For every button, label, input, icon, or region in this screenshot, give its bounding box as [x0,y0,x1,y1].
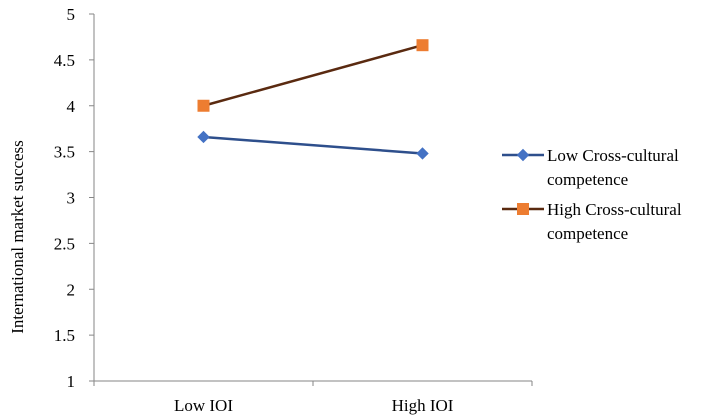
y-tick-label: 1.5 [54,326,75,345]
legend-item: Low Cross-cultural competence [502,146,679,189]
x-tick-label: Low IOI [174,396,233,415]
legend-swatch-marker [517,203,529,215]
y-tick-label: 1 [67,372,76,391]
axes [93,14,532,382]
data-point [197,99,210,112]
y-tick-label: 2.5 [54,234,75,253]
x-tick-label: High IOI [392,396,454,415]
legend-swatch-marker [516,148,530,162]
y-tick-label: 3 [67,189,76,208]
data-point [197,130,210,144]
data-point [416,39,429,52]
y-tick-label: 3.5 [54,143,75,162]
y-tick-label: 2 [67,280,76,299]
series-line [203,43,423,107]
y-tick-label: 4.5 [54,51,75,70]
series-line [203,135,423,155]
legend-label: High Cross-cultural [547,200,682,219]
y-tick-labels: 1 1.5 2 2.5 3 3.5 4 4.5 5 [54,5,94,391]
y-tick-label: 5 [67,5,76,24]
series-2 [197,39,429,112]
x-tick-labels: Low IOI High IOI [93,381,533,415]
series-layer [197,39,429,160]
legend-item: High Cross-cultural competence [502,200,682,243]
legend-label: competence [547,224,628,243]
legend-label: Low Cross-cultural [547,146,679,165]
y-axis-title: International market success [8,140,27,334]
legend-label: competence [547,170,628,189]
data-point [416,147,429,160]
y-tick-label: 4 [67,97,76,116]
series-1 [197,130,429,160]
